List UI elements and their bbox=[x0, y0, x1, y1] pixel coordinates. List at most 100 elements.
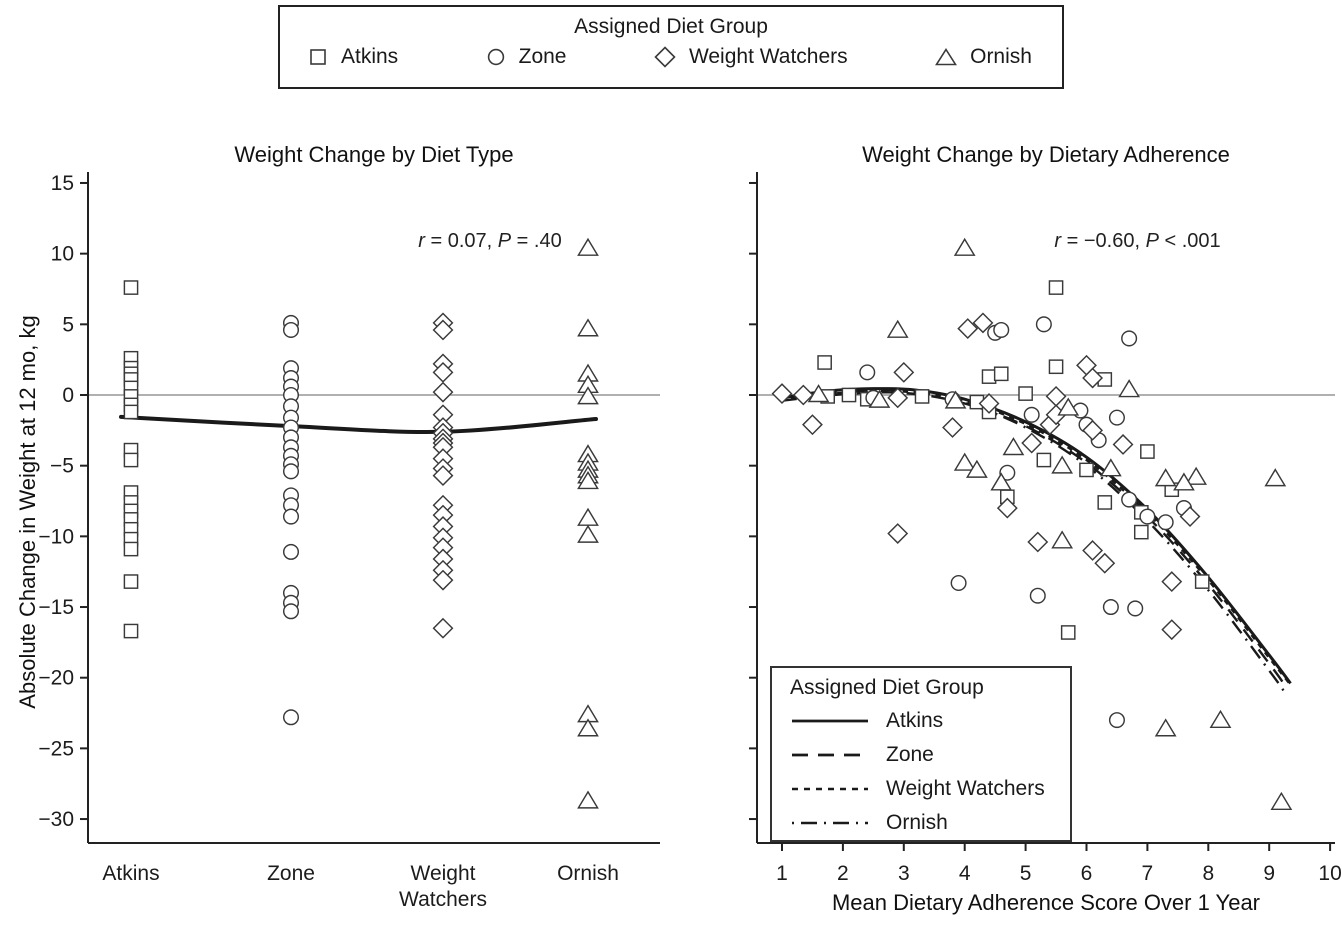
ornish-point bbox=[990, 472, 1013, 491]
legend-item-label: Weight Watchers bbox=[688, 45, 848, 68]
category-label: Ornish bbox=[557, 862, 619, 885]
weight-watchers-point bbox=[1082, 367, 1104, 389]
left-trend-line bbox=[119, 414, 598, 434]
dash-dot-line-icon bbox=[792, 821, 868, 825]
category-label: Atkins bbox=[102, 862, 159, 885]
ornish-point bbox=[1209, 709, 1232, 729]
ornish-point bbox=[965, 459, 988, 478]
legend-item-label: Ornish bbox=[970, 45, 1032, 68]
atkins-point bbox=[981, 369, 997, 384]
inner-legend-label: Ornish bbox=[886, 811, 948, 834]
weight-watchers-point bbox=[1021, 432, 1043, 454]
ornish-point bbox=[577, 524, 599, 543]
ornish-point bbox=[1270, 791, 1293, 811]
x-tick-label: 5 bbox=[1020, 862, 1032, 885]
left-chart-title: Weight Change by Diet Type bbox=[234, 142, 514, 167]
r-value: = −0.60, bbox=[1061, 230, 1146, 252]
ornish-point bbox=[577, 718, 599, 737]
atkins-point bbox=[1036, 452, 1052, 468]
weight-watchers-point bbox=[1094, 552, 1116, 574]
ornish-point bbox=[1118, 379, 1141, 398]
zone-point bbox=[282, 321, 300, 339]
weight-watchers-point bbox=[1082, 540, 1104, 561]
weight-watchers-point bbox=[432, 617, 454, 639]
y-tick-label: −25 bbox=[38, 737, 74, 760]
zone-point bbox=[1029, 587, 1046, 604]
zone-point bbox=[1108, 712, 1125, 729]
inner-legend-item-ornish: Ornish bbox=[790, 806, 1070, 840]
zone-point bbox=[1035, 316, 1052, 333]
legend-item-label: Zone bbox=[518, 45, 567, 68]
category-label: Zone bbox=[267, 862, 315, 885]
ornish-point bbox=[1154, 718, 1177, 737]
ornish-point bbox=[1057, 397, 1080, 416]
weight-watchers-point bbox=[1045, 385, 1067, 407]
r-symbol: r bbox=[1054, 230, 1062, 252]
weight-watchers-trend-curve bbox=[781, 389, 1292, 686]
top-legend-title: Assigned Diet Group bbox=[574, 15, 768, 38]
ornish-point bbox=[1264, 468, 1287, 487]
p-symbol: P bbox=[1145, 230, 1159, 252]
p-value: < .001 bbox=[1158, 230, 1221, 252]
x-tick-label: 10 bbox=[1318, 862, 1341, 885]
atkins-point bbox=[1018, 386, 1033, 401]
y-tick-label: −30 bbox=[38, 808, 74, 831]
zone-point bbox=[1121, 491, 1138, 508]
weight-watchers-point bbox=[432, 319, 454, 341]
square-marker-icon bbox=[310, 49, 326, 65]
atkins-point bbox=[123, 574, 139, 589]
ornish-trend-curve bbox=[781, 388, 1286, 693]
category-label: Watchers bbox=[399, 888, 487, 911]
weight-watchers-point bbox=[978, 393, 1000, 414]
ornish-point bbox=[577, 237, 599, 256]
y-tick-label: −5 bbox=[50, 455, 74, 478]
ornish-point bbox=[1051, 455, 1074, 474]
right-x-axis-title: Mean Dietary Adherence Score Over 1 Year bbox=[831, 890, 1261, 915]
right-stat-annotation: r = −0.60, P < .001 bbox=[1015, 230, 1260, 253]
atkins-point bbox=[1140, 444, 1155, 459]
x-tick-label: 6 bbox=[1081, 862, 1093, 885]
zone-trend-curve bbox=[781, 391, 1289, 690]
x-tick-label: 1 bbox=[776, 862, 788, 885]
x-tick-label: 7 bbox=[1142, 862, 1154, 885]
atkins-point bbox=[1060, 625, 1076, 640]
ornish-point bbox=[868, 389, 891, 408]
zone-point bbox=[282, 543, 300, 560]
zone-point bbox=[859, 364, 876, 381]
ornish-point bbox=[953, 452, 976, 471]
category-label: Weight bbox=[411, 862, 476, 885]
top-legend-box: Assigned Diet Group Atkins Zone Weight W… bbox=[278, 5, 1064, 89]
zone-point bbox=[1108, 409, 1125, 426]
weight-watchers-point bbox=[996, 497, 1018, 519]
ornish-point bbox=[886, 319, 909, 338]
ornish-point bbox=[944, 390, 967, 409]
ornish-point bbox=[953, 237, 976, 256]
zone-point bbox=[1127, 600, 1144, 617]
left-stat-annotation: r = 0.07, P = .40 bbox=[368, 230, 612, 253]
p-symbol: P bbox=[497, 230, 512, 252]
weight-watchers-point bbox=[1112, 434, 1134, 455]
atkins-point bbox=[123, 452, 139, 468]
atkins-point bbox=[1194, 574, 1210, 589]
zone-point bbox=[950, 574, 967, 592]
ornish-point bbox=[1002, 437, 1025, 456]
ornish-point bbox=[577, 507, 599, 526]
legend-item-zone: Zone bbox=[486, 45, 567, 69]
atkins-point bbox=[123, 280, 139, 295]
zone-point bbox=[282, 603, 300, 620]
zone-point bbox=[999, 464, 1016, 481]
y-tick-label: 15 bbox=[51, 172, 74, 195]
weight-watchers-point bbox=[957, 318, 979, 339]
weight-watchers-point bbox=[893, 361, 915, 383]
atkins-point bbox=[123, 541, 139, 557]
weight-watchers-point bbox=[1082, 419, 1104, 441]
inner-legend-box: Assigned Diet Group Atkins Zone Weight W… bbox=[770, 666, 1072, 842]
atkins-point bbox=[841, 387, 857, 403]
weight-watchers-point bbox=[771, 383, 793, 405]
atkins-trend-curve bbox=[781, 387, 1292, 685]
legend-item-label: Atkins bbox=[341, 45, 399, 68]
atkins-point bbox=[1133, 524, 1149, 540]
atkins-point bbox=[1097, 495, 1113, 510]
weight-watchers-point bbox=[887, 387, 909, 409]
